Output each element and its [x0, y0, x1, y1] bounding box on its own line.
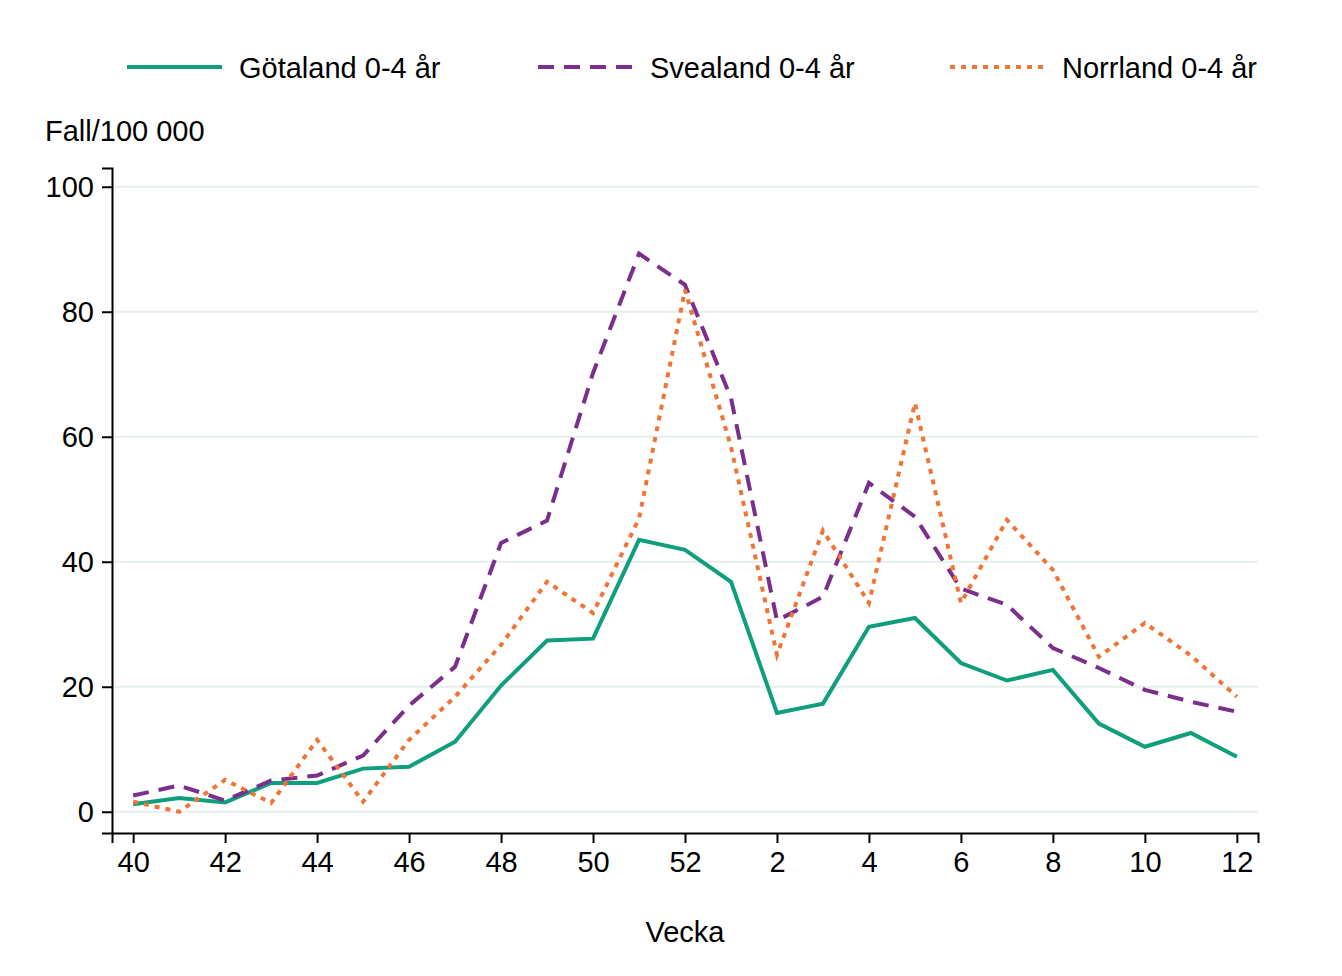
x-tick-label: 4	[861, 846, 877, 878]
y-tick-mark	[102, 811, 112, 813]
x-tick-mark	[776, 833, 778, 843]
x-tick-label: 6	[953, 846, 969, 878]
x-axis-title: Vecka	[646, 916, 726, 948]
grid-line	[112, 561, 1258, 563]
y-tick: 80	[62, 296, 112, 328]
y-tick-label: 60	[62, 421, 94, 453]
y-tick-mark	[102, 561, 112, 563]
y-tick-mark	[102, 686, 112, 688]
y-axis-line	[102, 169, 113, 834]
y-tick-mark	[102, 186, 112, 188]
legend-key	[538, 65, 633, 69]
legend-key	[950, 65, 1045, 69]
grid-line	[112, 686, 1258, 688]
x-tick-mark	[409, 833, 411, 843]
y-tick: 60	[62, 421, 112, 453]
x-tick: 4	[861, 833, 877, 878]
x-tick-label: 2	[769, 846, 785, 878]
x-tick: 12	[1221, 833, 1253, 878]
x-tick: 44	[301, 833, 333, 878]
x-tick: 10	[1129, 833, 1161, 878]
legend-key	[127, 65, 222, 69]
x-tick: 52	[669, 833, 701, 878]
x-tick-label: 12	[1221, 846, 1253, 878]
y-tick: 20	[62, 671, 112, 703]
grid-line	[112, 186, 1258, 188]
x-tick: 6	[953, 833, 969, 878]
x-tick: 46	[393, 833, 425, 878]
x-tick: 50	[577, 833, 609, 878]
x-tick-mark	[317, 833, 319, 843]
x-tick-mark	[225, 833, 227, 843]
x-tick-mark	[1052, 833, 1054, 843]
x-tick: 40	[118, 833, 150, 878]
chart: 0204060801004042444648505224681012Fall/1…	[0, 0, 1342, 976]
x-tick-mark	[1236, 833, 1238, 843]
y-tick-label: 100	[46, 171, 94, 203]
grid-line	[112, 311, 1258, 313]
x-axis: 4042444648505224681012	[113, 833, 1259, 878]
legend-label: Götaland 0-4 år	[239, 52, 441, 84]
y-tick-label: 40	[62, 546, 94, 578]
x-tick-mark	[868, 833, 870, 843]
y-tick-label: 80	[62, 296, 94, 328]
x-axis-line	[113, 834, 1259, 844]
x-tick-label: 44	[301, 846, 333, 878]
series-line	[133, 290, 1237, 812]
series-line	[133, 254, 1237, 801]
legend: Götaland 0-4 år Svealand 0-4 år Norrland 0…	[127, 52, 1257, 84]
y-tick-label: 20	[62, 671, 94, 703]
y-tick: 40	[62, 546, 112, 578]
x-tick-label: 52	[669, 846, 701, 878]
x-tick-mark	[685, 833, 687, 843]
x-tick-label: 46	[393, 846, 425, 878]
plot-area	[133, 254, 1237, 812]
grid	[112, 187, 1258, 812]
x-tick-label: 50	[577, 846, 609, 878]
y-tick-mark	[102, 311, 112, 313]
y-axis: 0 20 40 60 80 100	[46, 169, 113, 834]
grid-line	[112, 436, 1258, 438]
y-axis-title: Fall/100 000	[45, 115, 205, 147]
y-tick: 100	[46, 171, 112, 203]
x-tick-mark	[133, 833, 135, 843]
x-tick-label: 8	[1045, 846, 1061, 878]
x-tick: 48	[485, 833, 517, 878]
x-tick-mark	[960, 833, 962, 843]
x-tick-mark	[593, 833, 595, 843]
x-tick-label: 10	[1129, 846, 1161, 878]
y-tick: 0	[78, 796, 112, 828]
legend-label: Svealand 0-4 år	[650, 52, 855, 84]
x-tick: 2	[769, 833, 785, 878]
x-tick: 42	[209, 833, 241, 878]
y-tick-label: 0	[78, 796, 94, 828]
x-tick-label: 40	[118, 846, 150, 878]
x-tick-mark	[1144, 833, 1146, 843]
x-tick-label: 48	[485, 846, 517, 878]
x-tick-label: 42	[209, 846, 241, 878]
x-tick-mark	[501, 833, 503, 843]
legend-label: Norrland 0-4 år	[1062, 52, 1257, 84]
grid-line	[112, 811, 1258, 813]
x-tick: 8	[1045, 833, 1061, 878]
y-tick-mark	[102, 436, 112, 438]
